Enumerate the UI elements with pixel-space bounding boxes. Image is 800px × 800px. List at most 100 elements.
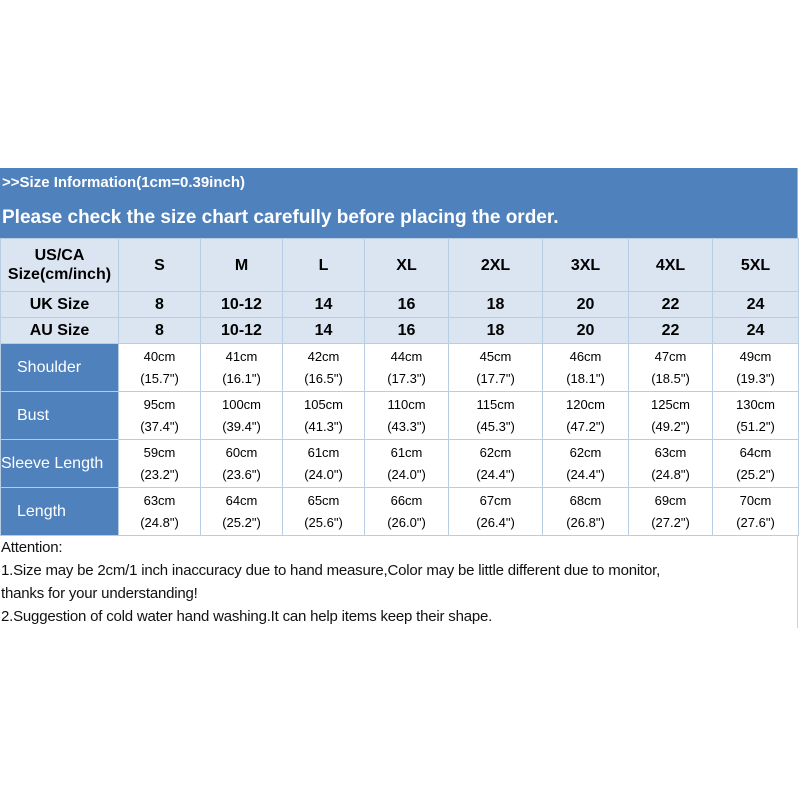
measurement-cell: 63cm (24.8") [118, 487, 201, 536]
measurement-cm: 70cm [739, 492, 772, 508]
measurement-cm: 66cm [390, 492, 423, 508]
uk-size-row: UK Size 8 10-12 14 16 18 20 22 24 [0, 291, 799, 318]
measurement-cell: 125cm (49.2") [628, 391, 713, 440]
measurement-cm: 59cm [143, 444, 176, 460]
measurement-inch: (16.5") [304, 370, 343, 386]
measurement-cm: 46cm [569, 348, 602, 364]
measurement-cell: 61cm (24.0") [282, 439, 365, 488]
measurement-cm: 105cm [303, 396, 344, 412]
measurement-row: Shoulder 40cm (15.7") 41cm (16.1") 42cm (16.5"… [0, 343, 799, 392]
attention-note-2: 2.Suggestion of cold water hand washing.… [1, 608, 493, 625]
measurement-cm: 130cm [735, 396, 776, 412]
attention-title: Attention: [1, 539, 63, 556]
attention-notes: Attention: 1.Size may be 2cm/1 inch inac… [0, 536, 798, 628]
measurement-inch: (24.8") [140, 514, 179, 530]
measurement-cell: 42cm (16.5") [282, 343, 365, 392]
measurement-cell: 64cm (25.2") [200, 487, 283, 536]
uk-size-cell: 8 [118, 291, 201, 318]
measurement-inch: (24.0") [387, 466, 426, 482]
measurement-cm: 62cm [569, 444, 602, 460]
measurement-cm: 63cm [654, 444, 687, 460]
measurement-cm: 60cm [225, 444, 258, 460]
au-size-cell: 10-12 [200, 317, 283, 344]
measurement-cm: 61cm [390, 444, 423, 460]
measurement-cell: 47cm (18.5") [628, 343, 713, 392]
measurement-cm: 49cm [739, 348, 772, 364]
measurement-inch: (41.3") [304, 418, 343, 434]
measurement-cm: 61cm [307, 444, 340, 460]
measurement-cell: 130cm (51.2") [712, 391, 799, 440]
measurement-cm: 68cm [569, 492, 602, 508]
measurement-cell: 68cm (26.8") [542, 487, 629, 536]
size-header-cell: 5XL [712, 238, 799, 292]
us-size-row: US/CA Size(cm/inch) S M L XL 2XL 3XL 4XL 5XL [0, 238, 799, 292]
au-size-cell: 16 [364, 317, 449, 344]
au-size-cell: 14 [282, 317, 365, 344]
measurement-cell: 69cm (27.2") [628, 487, 713, 536]
measurement-cm: 125cm [650, 396, 691, 412]
size-info-banner: >>Size Information(1cm=0.39inch) Please … [0, 168, 798, 238]
au-size-cell: 8 [118, 317, 201, 344]
measurement-cell: 45cm (17.7") [448, 343, 543, 392]
measurement-inch: (25.2") [222, 514, 261, 530]
measurement-inch: (51.2") [736, 418, 775, 434]
size-info-title: >>Size Information(1cm=0.39inch) [2, 174, 245, 191]
measurement-cell: 70cm (27.6") [712, 487, 799, 536]
au-size-row: AU Size 8 10-12 14 16 18 20 22 24 [0, 317, 799, 344]
measurement-inch: (18.1") [566, 370, 605, 386]
measurement-label: Sleeve Length [0, 439, 119, 488]
measurement-cell: 40cm (15.7") [118, 343, 201, 392]
measurement-cm: 44cm [390, 348, 423, 364]
size-header-cell: S [118, 238, 201, 292]
measurement-cm: 110cm [387, 396, 426, 412]
measurement-cell: 105cm (41.3") [282, 391, 365, 440]
measurement-cell: 64cm (25.2") [712, 439, 799, 488]
measurement-inch: (37.4") [140, 418, 179, 434]
measurement-inch: (15.7") [140, 370, 179, 386]
size-header-cell: L [282, 238, 365, 292]
measurement-row: Length 63cm (24.8") 64cm (25.2") 65cm (25.6") 6… [0, 487, 799, 536]
measurement-inch: (49.2") [651, 418, 690, 434]
measurement-inch: (26.4") [476, 514, 515, 530]
measurement-cm: 100cm [221, 396, 262, 412]
measurement-inch: (26.0") [387, 514, 426, 530]
measurement-label: Shoulder [0, 343, 119, 392]
measurement-inch: (25.2") [736, 466, 775, 482]
measurement-cell: 115cm (45.3") [448, 391, 543, 440]
measurement-inch: (19.3") [736, 370, 775, 386]
measurement-inch: (27.6") [736, 514, 775, 530]
measurement-label: Length [0, 487, 119, 536]
size-check-notice: Please check the size chart carefully be… [2, 207, 559, 228]
measurement-inch: (23.2") [140, 466, 179, 482]
measurement-cm: 40cm [143, 348, 176, 364]
size-header-cell: XL [364, 238, 449, 292]
measurement-cm: 64cm [225, 492, 258, 508]
measurement-cm: 63cm [143, 492, 176, 508]
au-size-cell: 22 [628, 317, 713, 344]
us-label-top: US/CA [34, 247, 85, 264]
measurement-cell: 44cm (17.3") [364, 343, 449, 392]
measurement-cell: 65cm (25.6") [282, 487, 365, 536]
measurement-cm: 65cm [307, 492, 340, 508]
au-size-cell: 18 [448, 317, 543, 344]
measurement-cm: 62cm [479, 444, 512, 460]
measurement-cell: 62cm (24.4") [448, 439, 543, 488]
measurement-inch: (24.4") [566, 466, 605, 482]
measurement-inch: (16.1") [222, 370, 261, 386]
size-header-cell: 3XL [542, 238, 629, 292]
size-header-cell: 4XL [628, 238, 713, 292]
measurement-row: Bust 95cm (37.4") 100cm (39.4") 105cm (41.3") 1… [0, 391, 799, 440]
measurement-inch: (26.8") [566, 514, 605, 530]
size-table: US/CA Size(cm/inch) S M L XL 2XL 3XL 4XL 5XL UK Si… [0, 238, 799, 536]
measurement-cm: 69cm [654, 492, 687, 508]
measurement-cell: 41cm (16.1") [200, 343, 283, 392]
measurement-cell: 100cm (39.4") [200, 391, 283, 440]
measurement-cell: 62cm (24.4") [542, 439, 629, 488]
measurement-cell: 49cm (19.3") [712, 343, 799, 392]
au-size-cell: 24 [712, 317, 799, 344]
measurement-row: Sleeve Length 59cm (23.2") 60cm (23.6") 61cm (… [0, 439, 799, 488]
attention-note-1: 1.Size may be 2cm/1 inch inaccuracy due … [1, 562, 661, 579]
uk-size-label: UK Size [0, 291, 119, 318]
uk-size-cell: 18 [448, 291, 543, 318]
measurement-inch: (45.3") [476, 418, 515, 434]
